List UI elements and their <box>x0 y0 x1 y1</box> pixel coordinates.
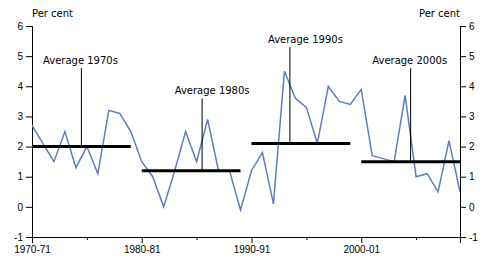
tick-label: 6 <box>469 21 475 32</box>
data-area <box>32 47 460 210</box>
tick-mark <box>251 237 252 243</box>
tick-mark <box>361 237 362 243</box>
y-axis: -1 0 1 2 3 4 5 6 <box>14 21 32 243</box>
tick: 0 <box>17 202 32 213</box>
tick-mark <box>460 26 466 27</box>
tick-mark <box>26 207 32 208</box>
tick: 1 <box>17 171 32 182</box>
tick-label: 1 <box>17 171 23 182</box>
annotation: Average 1980s <box>175 85 250 96</box>
tick-label: 3 <box>17 111 23 122</box>
tick-mark <box>26 26 32 27</box>
tick-label: -1 <box>469 232 478 243</box>
tick: 2000-01 <box>343 237 380 255</box>
tick-mark <box>26 86 32 87</box>
y2-axis-label: Per cent <box>419 8 460 19</box>
minor-tick <box>87 237 88 240</box>
axis-line <box>26 27 33 238</box>
tick: 0 <box>460 202 475 213</box>
tick-label: 1970-71 <box>14 244 51 255</box>
tick-label: 1980-81 <box>124 244 161 255</box>
chart: -1 0 1 2 3 4 5 6 -1 0 1 2 3 4 5 6 1970-71 1980-81 1990-91 2… <box>0 0 492 261</box>
tick: -1 <box>14 232 32 243</box>
tick-label: 0 <box>17 202 23 213</box>
annotation-line <box>410 68 411 161</box>
minor-tick <box>416 237 417 240</box>
tick-label: 1 <box>469 171 475 182</box>
axis-line <box>33 238 461 244</box>
minor-tick-mark <box>87 237 88 240</box>
tick-mark <box>26 116 32 117</box>
tick-label: 2000-01 <box>343 244 380 255</box>
tick-label: 3 <box>469 111 475 122</box>
tick-label: 5 <box>17 51 23 62</box>
minor-tick <box>197 237 198 240</box>
y2-axis: -1 0 1 2 3 4 5 6 <box>460 21 478 243</box>
tick: 1970-71 <box>14 237 51 255</box>
tick-label: 5 <box>469 51 475 62</box>
tick: 6 <box>17 21 32 32</box>
tick-label: 4 <box>17 81 23 92</box>
tick: 3 <box>17 111 32 122</box>
tick-mark <box>460 86 466 87</box>
minor-tick-mark <box>306 237 307 240</box>
tick-mark <box>26 177 32 178</box>
tick-label: 2 <box>469 141 475 152</box>
annotation-line <box>289 47 290 143</box>
tick-mark <box>460 207 466 208</box>
tick-mark <box>26 237 32 238</box>
plot: -1 0 1 2 3 4 5 6 -1 0 1 2 3 4 5 6 1970-71 1980-81 1990-91 2… <box>14 8 478 255</box>
tick: 2 <box>460 141 475 152</box>
tick-mark <box>26 56 32 57</box>
tick: 4 <box>460 81 475 92</box>
tick-mark <box>460 147 466 148</box>
annotation: Average 1970s <box>43 55 118 66</box>
tick-mark <box>460 56 466 57</box>
tick-mark <box>142 237 143 243</box>
tick-label: -1 <box>14 232 23 243</box>
tick-mark <box>32 237 33 243</box>
tick: 3 <box>460 111 475 122</box>
average-line <box>142 169 241 172</box>
line <box>32 71 460 210</box>
tick-mark <box>460 116 466 117</box>
y-axis-label: Per cent <box>32 8 73 19</box>
minor-tick-mark <box>197 237 198 240</box>
tick: 6 <box>460 21 475 32</box>
tick-label: 4 <box>469 81 475 92</box>
average-line <box>251 142 350 145</box>
annotations: Average 1970s Average 1980s Average 1990s A… <box>43 34 447 96</box>
tick: 1990-91 <box>234 237 271 255</box>
minor-tick <box>306 237 307 240</box>
tick-label: 6 <box>17 21 23 32</box>
tick: -1 <box>460 232 478 243</box>
tick: 4 <box>17 81 32 92</box>
annotation: Average 1990s <box>268 34 343 45</box>
tick-label: 0 <box>469 202 475 213</box>
tick-label: 2 <box>17 141 23 152</box>
tick: 5 <box>460 51 475 62</box>
tick-label: 1990-91 <box>234 244 271 255</box>
annotation-line <box>81 68 82 146</box>
tick: 5 <box>17 51 32 62</box>
minor-tick-mark <box>416 237 417 240</box>
annotation-line <box>202 98 203 170</box>
axis-line <box>461 27 467 238</box>
x-minor-ticks <box>87 237 416 240</box>
tick-mark <box>460 177 466 178</box>
annotation: Average 2000s <box>372 55 447 66</box>
tick: 2 <box>17 141 32 152</box>
tick: 1980-81 <box>124 237 161 255</box>
tick-mark <box>26 147 32 148</box>
x-axis: 1970-71 1980-81 1990-91 2000-01 <box>14 237 460 255</box>
tick: 1 <box>460 171 475 182</box>
